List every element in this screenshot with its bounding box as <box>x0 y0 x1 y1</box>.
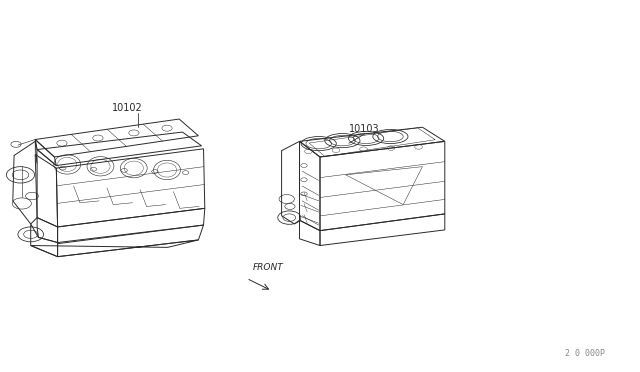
Text: 10102: 10102 <box>112 103 143 113</box>
Text: FRONT: FRONT <box>253 263 284 272</box>
Text: 2 0 000P: 2 0 000P <box>564 349 605 358</box>
Text: 10103: 10103 <box>349 124 380 134</box>
